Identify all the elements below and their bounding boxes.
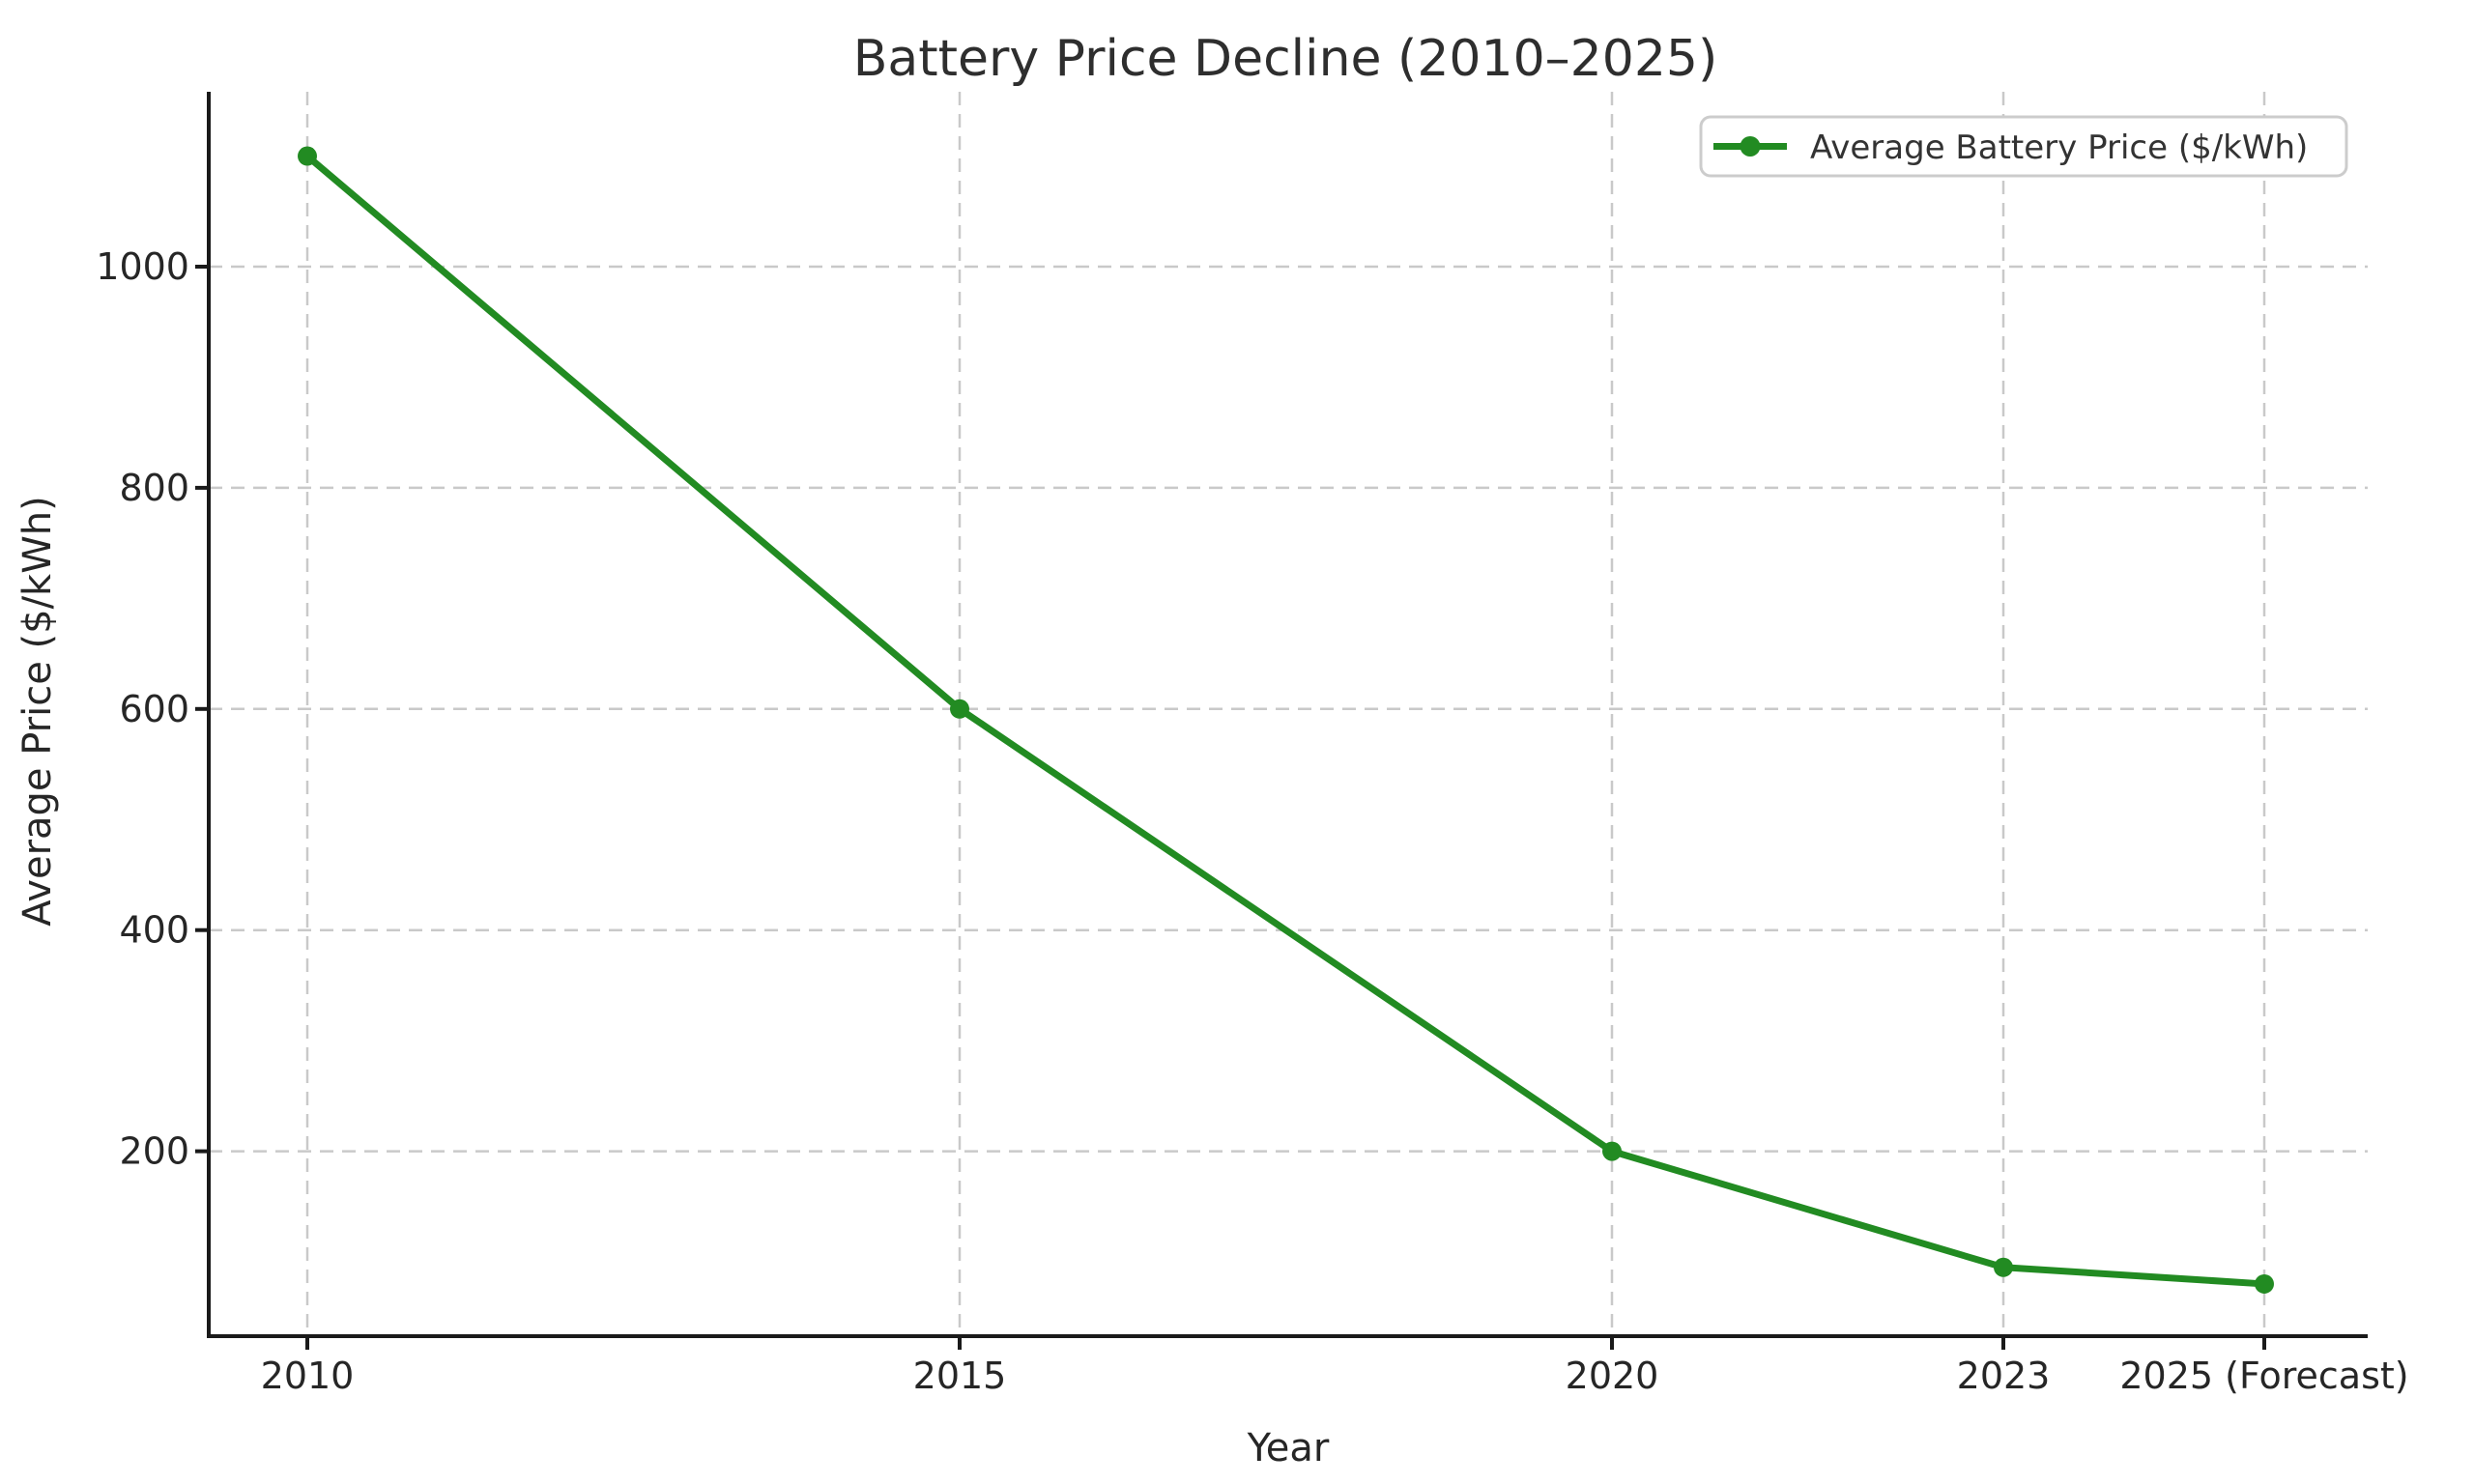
legend-box: [1699, 115, 2348, 178]
x-axis-label: Year: [1247, 1426, 1330, 1470]
chart-title: Battery Price Decline (2010–2025): [853, 30, 1718, 88]
data-point-marker: [2255, 1273, 2274, 1294]
x-tick-label: 2025 (Forecast): [2119, 1355, 2408, 1397]
data-point-marker: [1602, 1141, 1622, 1161]
x-tick-label: 2015: [913, 1355, 1007, 1397]
data-point-marker: [298, 146, 317, 166]
legend-marker-icon: [1740, 136, 1761, 157]
y-tick-label: 200: [119, 1130, 189, 1173]
axis-ticks: [195, 265, 2266, 1350]
axes-spines: [207, 92, 2368, 1338]
gridlines: [209, 92, 2368, 1336]
data-point-marker: [1994, 1257, 2013, 1277]
legend-label: Average Battery Price ($/kWh): [1810, 128, 2308, 167]
y-tick-label: 1000: [96, 245, 189, 288]
y-tick-label: 800: [119, 467, 189, 509]
y-tick-label: 400: [119, 909, 189, 952]
legend: Average Battery Price ($/kWh): [1699, 115, 2348, 178]
x-tick-label: 2023: [1957, 1355, 2051, 1397]
price-line: [304, 153, 2265, 1288]
x-tick-label: 2010: [261, 1355, 355, 1397]
data-series: [298, 146, 2274, 1294]
y-tick-labels: 200 400 600 800 1000: [96, 245, 189, 1173]
data-point-marker: [950, 699, 969, 719]
x-tick-labels: 2010 2015 2020 2023 2025 (Forecast): [261, 1355, 2409, 1397]
x-tick-label: 2020: [1566, 1355, 1659, 1397]
y-tick-label: 600: [119, 688, 189, 730]
y-axis-label: Average Price ($/kWh): [15, 496, 60, 926]
